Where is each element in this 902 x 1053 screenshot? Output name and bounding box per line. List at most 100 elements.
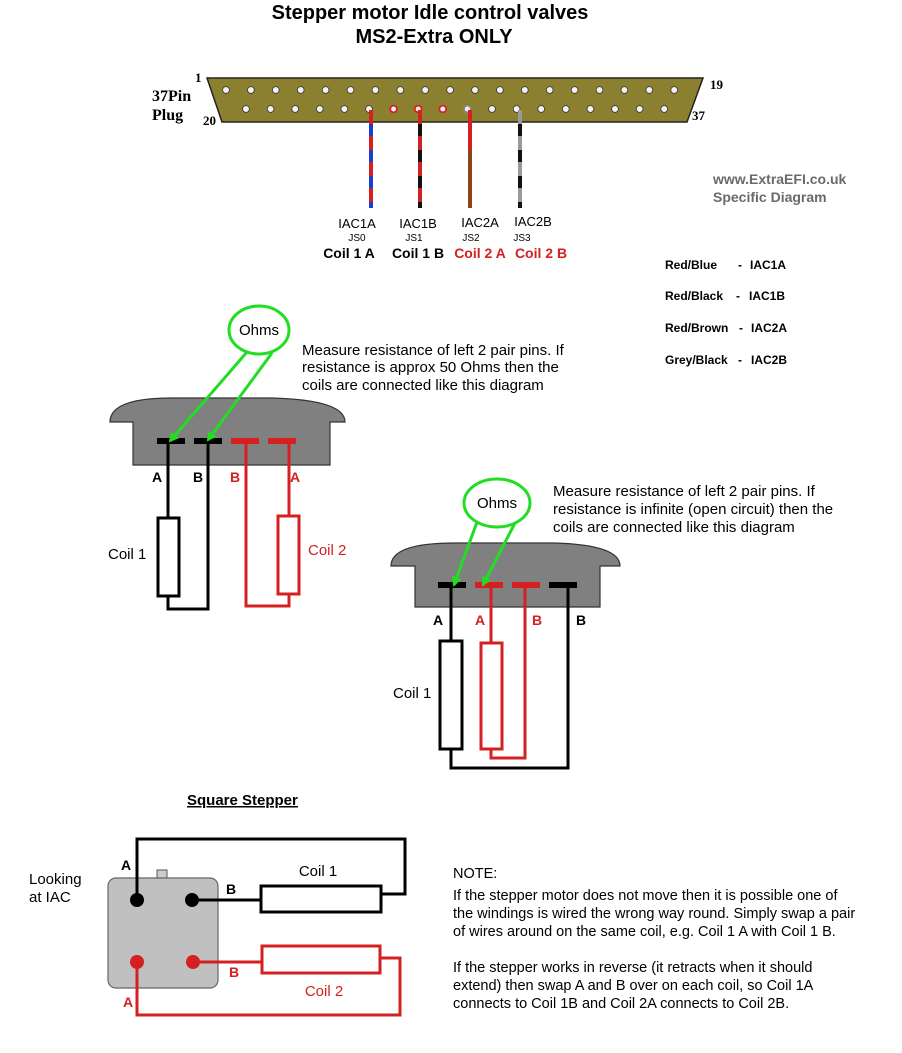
plug-pin	[537, 105, 545, 113]
plug-pin	[595, 86, 604, 94]
website-subtitle: Specific Diagram	[713, 189, 827, 205]
sq-coil-1-label: Coil 1	[299, 863, 337, 880]
square-stepper-diagram	[107, 837, 407, 1017]
plug-pin	[389, 104, 398, 114]
plug-pin	[340, 105, 349, 113]
plug-pins-bottom-row	[242, 104, 668, 114]
jumper-label-js1: JS1	[405, 233, 423, 244]
d2-pin-label: A	[475, 612, 485, 628]
plug-pin	[611, 105, 619, 113]
coil-1-resistor	[438, 639, 464, 751]
sq-coil-2-label: Coil 2	[305, 983, 343, 1000]
legend-sep: -	[738, 258, 742, 272]
plug-pin	[315, 105, 324, 113]
plug-pin	[222, 86, 230, 94]
plug-pin	[545, 86, 554, 94]
plug-pin	[471, 86, 479, 94]
note-para2-line: connects to Coil 1B and Coil 2A connects…	[453, 996, 789, 1012]
plug-pin	[271, 86, 280, 94]
pin-19-label: 19	[710, 77, 724, 92]
plug-pin	[660, 105, 668, 113]
sq-label-b-bottom: B	[229, 964, 239, 980]
jumper-label-js2: JS2	[462, 233, 480, 244]
note-para1-line: the windings is wired the wrong way roun…	[453, 906, 855, 922]
d1-pin-label: B	[230, 469, 240, 485]
d2-coil-1-label: Coil 1	[393, 685, 431, 702]
legend-sep: -	[738, 353, 742, 367]
pin-37-label: 37	[692, 108, 706, 123]
website-url: www.ExtraEFI.co.uk	[712, 171, 847, 187]
pin-1-label: 1	[195, 70, 202, 85]
wire-label-iac1b: IAC1B	[399, 216, 437, 231]
plug-pin	[446, 86, 454, 94]
pin-coil-2a	[130, 955, 144, 969]
d2-pin-label: B	[532, 612, 542, 628]
plug-pins-top-row	[222, 86, 678, 94]
coil-label-2a: Coil 2 A	[454, 245, 506, 261]
plug-pin	[438, 104, 448, 114]
plug-pin	[247, 86, 255, 94]
diagram-1-valve	[109, 397, 346, 611]
plug-pin	[371, 86, 380, 94]
plug-pin	[586, 105, 595, 113]
plug-pin	[570, 86, 579, 94]
legend-signal: IAC1A	[750, 258, 786, 272]
pin-coil-1a	[130, 893, 144, 907]
d1-pin-label: B	[193, 469, 203, 485]
d1-ohms-label: Ohms	[239, 322, 279, 339]
legend-colour: Red/Brown	[665, 321, 728, 335]
ohms-bubble	[227, 304, 291, 356]
d1-instruction-line: coils are connected like this diagram	[302, 377, 544, 394]
wire-label-iac2a: IAC2A	[461, 215, 499, 230]
d2-ohms-label: Ohms	[477, 495, 517, 512]
sq-label-b-top: B	[226, 881, 236, 897]
sq-label-a-bottom: A	[123, 994, 133, 1010]
note-para2-line: If the stepper works in reverse (it retr…	[453, 960, 812, 976]
ohms-bubble	[462, 477, 532, 529]
coil-label-1a: Coil 1 A	[323, 245, 375, 261]
d2-instruction-line: resistance is infinite (open circuit) th…	[553, 501, 833, 518]
legend-sep: -	[739, 321, 743, 335]
plug-pin	[291, 105, 300, 113]
note-para1-line: of wires around on the same coil, e.g. C…	[453, 924, 836, 940]
plug-pin	[670, 86, 678, 94]
plug-pin	[620, 86, 629, 94]
legend-sep: -	[736, 289, 740, 303]
square-stepper-heading: Square Stepper	[187, 792, 298, 809]
sq-coil-1-resistor	[259, 884, 383, 914]
plug-pin	[635, 105, 644, 113]
diagram-2-valve	[390, 542, 621, 770]
plug-pin	[266, 105, 275, 113]
looking-at-iac-label: Looking	[29, 871, 82, 888]
plug-body	[205, 77, 705, 123]
plug-pin	[520, 86, 529, 94]
legend-signal: IAC2B	[751, 353, 787, 367]
plug-pin	[561, 105, 570, 113]
plug-pin	[396, 86, 405, 94]
coil-1-resistor	[156, 516, 181, 598]
plug-label-37pin: 37Pin	[152, 88, 191, 105]
coil-label-2b: Coil 2 B	[515, 245, 567, 261]
jumper-label-js3: JS3	[513, 233, 531, 244]
d2-instruction-line: Measure resistance of left 2 pair pins. …	[553, 483, 816, 500]
coil-2-resistor	[276, 514, 301, 596]
legend-colour: Grey/Black	[665, 353, 728, 367]
wire-colour-legend: Red/Blue - IAC1A Red/Black - IAC1B Red/B…	[665, 258, 787, 367]
d2-pin-label: A	[433, 612, 443, 628]
d2-pin-label: B	[576, 612, 586, 628]
d1-coil-1-label: Coil 1	[108, 546, 146, 563]
note-title: NOTE:	[453, 866, 497, 882]
legend-colour: Red/Black	[665, 289, 723, 303]
pin-coil-2b	[186, 955, 200, 969]
legend-colour: Red/Blue	[665, 258, 717, 272]
plug-pin	[296, 86, 305, 94]
d1-instruction-line: resistance is approx 50 Ohms then the	[302, 359, 559, 376]
valve-body	[109, 397, 346, 466]
plug-pin	[496, 86, 504, 94]
coil-2-resistor	[479, 641, 504, 751]
stepper-body	[107, 877, 219, 989]
legend-signal: IAC2A	[751, 321, 787, 335]
plug-pin	[645, 86, 654, 94]
d1-ohmmeter	[168, 304, 291, 443]
